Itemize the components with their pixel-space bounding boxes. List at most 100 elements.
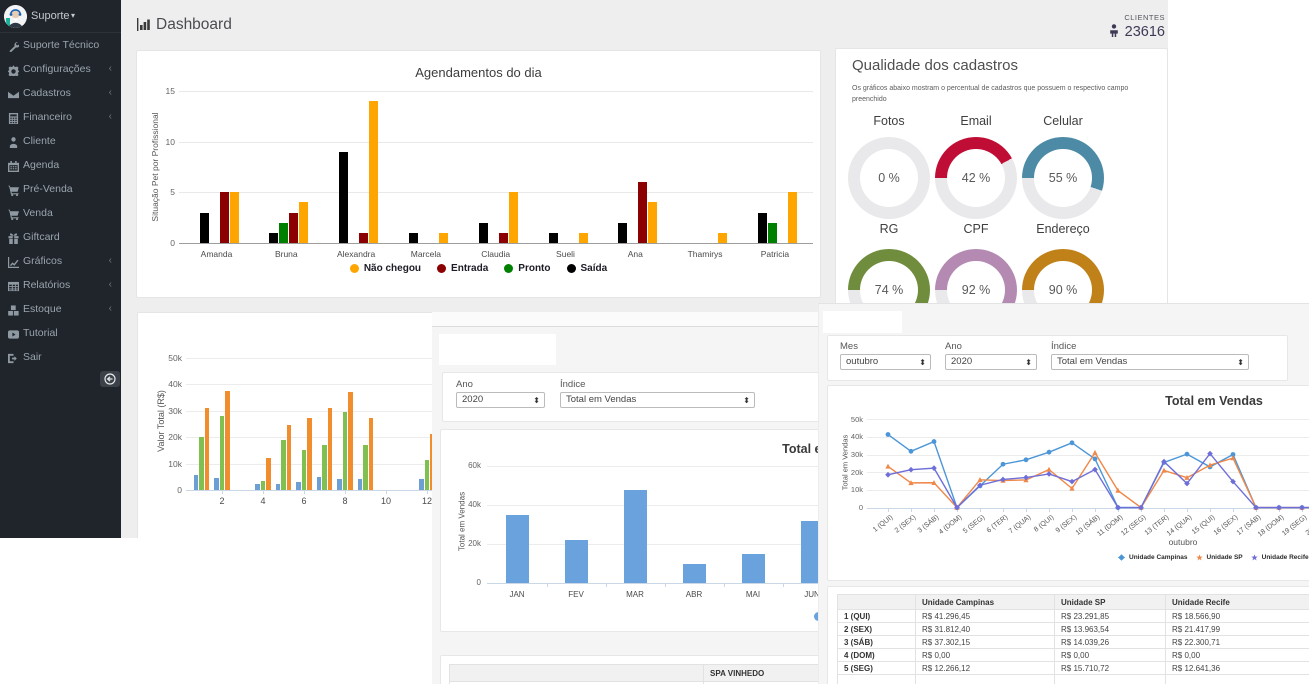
mes-label: Mes [840,341,858,352]
sidebar-item-giftcard[interactable]: Giftcard [0,225,121,249]
sidebar-item-relat-rios[interactable]: Relatórios ‹ [0,273,121,297]
x-category-label: Patricia [760,249,790,259]
y-tick-label: 50k [850,414,863,424]
y-tick-label: 5 [170,187,175,198]
sidebar-item-configura-es[interactable]: Configurações ‹ [0,57,121,81]
table-row: 1 (QUI) R$ 41.296,45 R$ 23.291,85 R$ 18.566… [837,609,1309,623]
bar-FEV [564,540,588,583]
updown-arrow-icon: ⬍ [919,358,926,367]
table-cell: R$ 0,00 [1165,648,1309,662]
bar-green [281,439,286,490]
gauge-email: 42 % [935,137,1017,219]
daily-chart-panel: Total em Vendas 0 10k 20k 30k 40k 50k Total em … [827,385,1309,581]
sidebar-item-label: Venda [23,207,53,219]
table-row: 4 (DOM) R$ 0,00 R$ 0,00 R$ 0,00 [837,648,1309,662]
ano-select[interactable]: 2020 ⬍ [945,354,1037,370]
wrench-icon [8,39,20,53]
mes-select[interactable]: outubro ⬍ [840,354,931,370]
sidebar-item-label: Tutorial [23,327,58,339]
table-row: 5 (SEG) R$ 12.266,12 R$ 15.710,72 R$ 12.641… [837,661,1309,675]
sidebar-item-label: Relatórios [23,279,71,291]
sidebar-item-gr-ficos[interactable]: Gráficos ‹ [0,249,121,273]
sidebar-item-financeiro[interactable]: Financeiro ‹ [0,105,121,129]
table-cell [837,674,916,684]
x-tick [386,490,387,494]
sidebar-collapse-button[interactable] [100,371,120,387]
bar-sa-da [199,212,209,243]
legend-label: Pronto [518,263,551,274]
monthly-chart-title: Total em Vendas [782,442,822,456]
gridline [186,463,438,465]
x-category-label: Ana [627,249,643,259]
legend-marker [504,264,514,273]
mes-value: outubro [846,356,879,367]
bar-green [424,459,430,490]
clientes-count: 23616 [1109,24,1165,40]
table-cell: R$ 22.300,71 [1165,635,1309,649]
gridline [179,141,813,143]
bar-green [219,415,225,490]
bar-green [363,445,368,490]
x-tick [1187,507,1188,512]
gridline [867,489,1309,491]
sidebar-item-cliente[interactable]: Cliente [0,129,121,153]
calculator-icon [8,111,19,124]
gridline [186,437,438,438]
table-cell: R$ 41.296,45 [915,609,1055,623]
bar-entrada [359,232,369,243]
table-cell: R$ 0,00 [915,648,1055,662]
chevron-left-icon: ‹ [108,111,112,122]
x-tick-label: 8 [342,496,348,506]
gauge-value: 92 % [961,283,991,297]
line-series-unidade-recife [887,452,1309,509]
sidebar-item-estoque[interactable]: Estoque ‹ [0,297,121,321]
table-header-cell: Unidade Recife [1165,594,1309,610]
sidebar-item-venda[interactable]: Venda [0,201,121,225]
ano-select[interactable]: 2020 ⬍ [456,392,545,408]
bar-chart-icon [137,18,152,36]
sidebar-item-sair[interactable]: Sair [0,345,121,369]
gauge-hole [1034,149,1092,207]
table-cell: R$ 37.302,15 [915,635,1055,649]
sidebar-item-pr-venda[interactable]: Pré-Venda [0,177,121,201]
sidebar-user-label: Suporte [31,10,70,22]
sidebar-item-label: Cadastros [23,87,71,99]
x-axis-line [186,490,438,491]
bar-sa-da [339,151,349,243]
bar-orange [348,392,353,490]
x-tick [723,583,725,587]
sidebar: Suporte ▾ Suporte Técnico Configurações ‹ C… [0,0,121,538]
indice-select[interactable]: Total em Vendas ⬍ [1051,354,1249,370]
gauge-value: 74 % [874,283,904,297]
bar-entrada [289,212,299,243]
legend-item: Pronto [504,263,551,274]
bar-n-o-chegou [578,232,588,243]
gauge-hole [947,149,1005,207]
x-tick [1072,507,1073,512]
y-tick-label: 10 [165,136,175,147]
bar-entrada [638,182,648,243]
bar-orange [266,458,271,490]
sidebar-item-suporte-t-cnico[interactable]: Suporte Técnico [0,33,121,57]
x-category-label: JUN [804,590,820,599]
table-row [837,674,1309,684]
sidebar-item-tutorial[interactable]: Tutorial [0,321,121,345]
sidebar-item-agenda[interactable]: Agenda [0,153,121,177]
daily-chart-legend: Unidade Campinas Unidade SP Unidade Recife [1118,548,1309,566]
avatar [4,5,27,28]
sidebar-item-cadastros[interactable]: Cadastros ‹ [0,81,121,105]
x-tick-label: 12 [421,496,432,506]
bar-MAI [741,553,765,583]
x-tick [911,507,912,512]
x-category-label: FEV [568,590,584,599]
indice-select[interactable]: Total em Vendas ⬍ [560,392,755,408]
gridline [487,544,822,546]
qualidade-subtitle: Os gráficos abaixo mostram o percentual … [852,85,1129,103]
legend-label: Não chegou [363,263,422,274]
table-cell: R$ 21.417,99 [1165,622,1309,636]
y-tick-label: 40k [850,432,863,442]
panel-agendamentos: Agendamentos do dia Não chegou Entrada Pro… [136,50,821,298]
sidebar-user-menu[interactable]: Suporte ▾ [0,0,121,33]
